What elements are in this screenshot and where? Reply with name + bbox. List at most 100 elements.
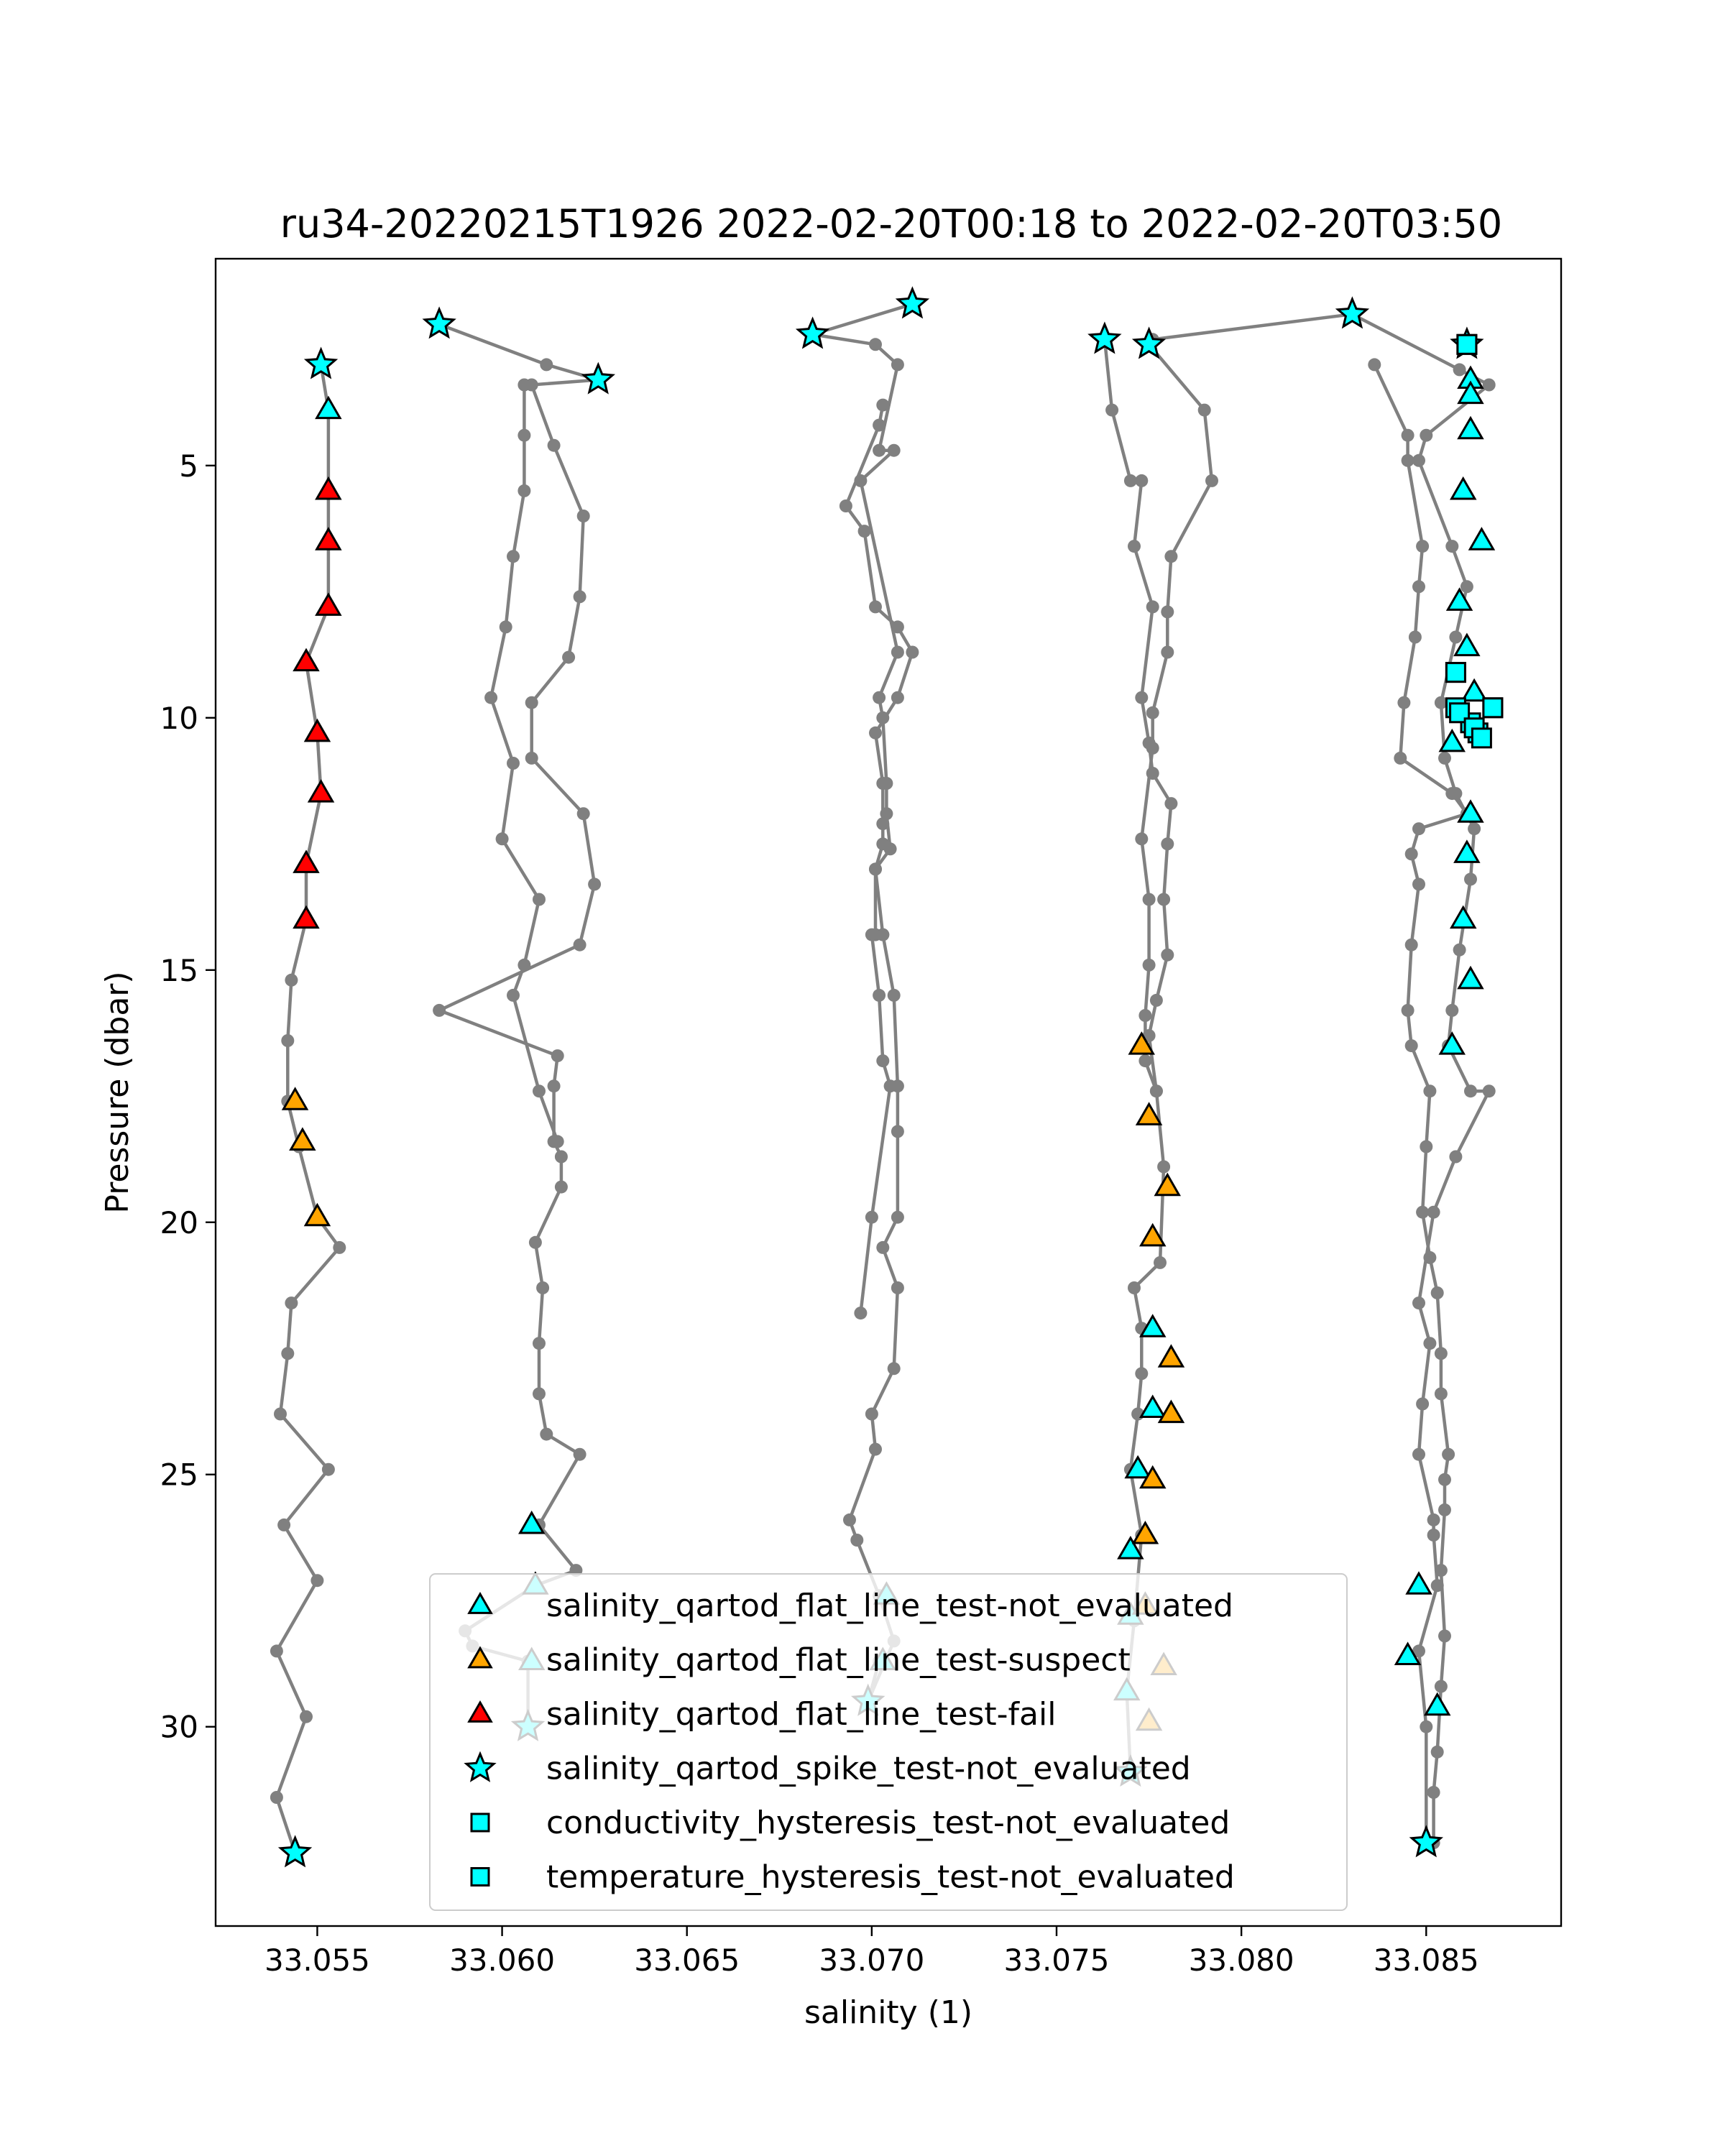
profile-point — [891, 620, 904, 634]
profile-point — [588, 877, 602, 891]
profile-point — [1438, 751, 1451, 765]
x-tick-label: 33.060 — [449, 1943, 555, 1978]
legend-label: conductivity_hysteresis_test-not_evaluat… — [546, 1805, 1230, 1841]
triangle-marker — [1457, 415, 1484, 440]
profile-point — [285, 1296, 298, 1310]
profile-point — [1430, 1745, 1444, 1759]
profile-point — [1423, 1337, 1437, 1350]
profile-point — [1482, 378, 1496, 392]
legend-label: salinity_qartod_flat_line_test-fail — [546, 1696, 1056, 1733]
star-marker — [1335, 296, 1370, 329]
profile-point — [1412, 822, 1425, 836]
profile-point — [1420, 428, 1433, 442]
profile-line — [811, 303, 914, 1703]
profile-point — [1161, 837, 1174, 851]
profile-point — [281, 1034, 295, 1047]
triangle-marker — [1468, 527, 1496, 550]
profile-point — [551, 1135, 564, 1148]
profile-point — [1427, 1513, 1440, 1526]
triangle-marker — [293, 849, 320, 873]
square-marker — [1471, 727, 1492, 749]
profile-point — [333, 1240, 346, 1254]
profile-point — [1416, 540, 1430, 553]
legend: salinity_qartod_flat_line_test-not_evalu… — [429, 1573, 1348, 1911]
triangle-marker — [1135, 1102, 1163, 1125]
square-marker — [1445, 662, 1466, 683]
profile-point — [310, 1574, 324, 1588]
triangle-marker — [1438, 1031, 1466, 1055]
profile-point — [1438, 1473, 1451, 1486]
triangle-marker — [307, 779, 335, 803]
profile-point — [873, 418, 886, 432]
profile-point — [1105, 403, 1119, 417]
profile-point — [891, 645, 904, 659]
profile-point — [1442, 1447, 1455, 1461]
triangle-marker — [1453, 632, 1481, 657]
profile-point — [876, 817, 890, 831]
profile-point — [891, 1281, 904, 1294]
profile-point — [1434, 1347, 1448, 1360]
profile-point — [1161, 645, 1174, 659]
profile-point — [1434, 696, 1448, 709]
profile-line — [437, 323, 600, 1727]
profile-point — [876, 837, 890, 851]
profile-point — [1401, 453, 1414, 467]
profile-point — [887, 988, 901, 1002]
star-marker — [895, 286, 930, 319]
triangle-marker — [1128, 1031, 1155, 1055]
profile-point — [433, 1003, 446, 1017]
profile-point — [1142, 893, 1156, 906]
triangle-marker — [1450, 905, 1477, 929]
profile-point — [843, 1513, 856, 1526]
triangle-marker — [289, 1127, 316, 1151]
profile-point — [883, 1079, 897, 1093]
profile-point — [547, 1079, 561, 1093]
profile-line — [844, 405, 914, 1314]
profile-point — [1401, 428, 1414, 442]
triangle-marker — [1405, 1571, 1432, 1595]
x-tick-label: 33.070 — [819, 1943, 924, 1978]
profile-point — [1394, 751, 1407, 765]
profile-point — [507, 988, 520, 1002]
triangle-marker — [315, 592, 342, 616]
profile-point — [1412, 877, 1425, 891]
profile-point — [1142, 958, 1156, 972]
x-tick-label: 33.080 — [1189, 1943, 1294, 1978]
legend-label: temperature_hysteresis_test-not_evaluate… — [546, 1859, 1235, 1896]
profile-point — [525, 696, 538, 709]
profile-point — [1420, 1720, 1433, 1733]
star-marker — [795, 316, 830, 349]
profile-point — [1404, 938, 1418, 952]
triangle-marker — [1460, 678, 1488, 702]
profile-point — [554, 1150, 568, 1164]
profile-point — [869, 338, 882, 351]
profile-point — [1449, 1150, 1463, 1164]
y-axis-ticks: 5 10 15 20 25 30 — [160, 448, 216, 1745]
profile-point — [891, 691, 904, 704]
profile-point — [1427, 1205, 1440, 1219]
y-tick-label: 15 — [160, 953, 198, 988]
triangle-marker — [293, 905, 320, 929]
profile-point — [1412, 1447, 1425, 1461]
star-marker — [1131, 326, 1167, 359]
profile-point — [1397, 696, 1411, 709]
triangle-marker — [1457, 380, 1484, 405]
profile-point — [1161, 605, 1174, 619]
profile-point — [1404, 847, 1418, 861]
profile-point — [1460, 580, 1473, 594]
triangle-marker — [1139, 1465, 1167, 1489]
profile-point — [281, 1347, 295, 1360]
triangle-marker — [518, 1510, 546, 1534]
profile-point — [1427, 1786, 1440, 1799]
square-marker — [1482, 697, 1504, 719]
profile-point — [857, 525, 871, 538]
profile-point — [1205, 474, 1218, 487]
triangle-marker — [1445, 587, 1473, 611]
profile-point — [876, 1240, 890, 1254]
profile-point — [573, 1447, 586, 1461]
profile-point — [1468, 822, 1481, 836]
profile-point — [1401, 1003, 1414, 1017]
profile-point — [1438, 1503, 1451, 1516]
profile-point — [1445, 540, 1459, 553]
